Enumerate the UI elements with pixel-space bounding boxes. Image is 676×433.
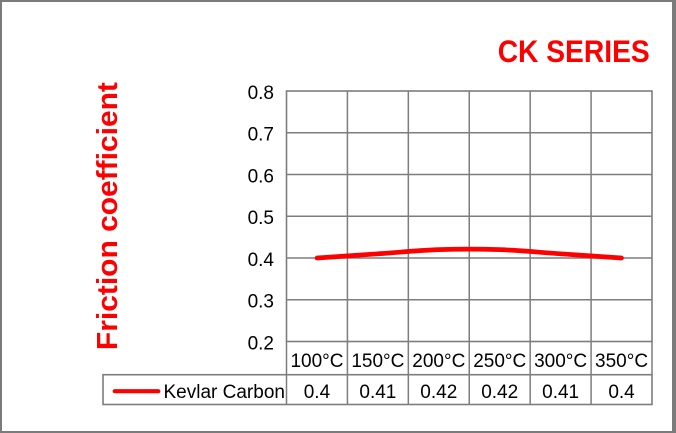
svg-text:0.41: 0.41 <box>542 382 579 403</box>
svg-text:300°C: 300°C <box>534 351 587 372</box>
svg-text:0.42: 0.42 <box>420 382 457 403</box>
svg-text:0.5: 0.5 <box>248 208 274 229</box>
svg-text:0.4: 0.4 <box>248 250 275 271</box>
svg-text:0.6: 0.6 <box>248 166 274 187</box>
svg-text:0.3: 0.3 <box>248 292 274 313</box>
svg-text:200°C: 200°C <box>412 351 465 372</box>
svg-text:250°C: 250°C <box>473 351 526 372</box>
svg-text:0.42: 0.42 <box>481 382 518 403</box>
svg-text:Kevlar Carbon: Kevlar Carbon <box>164 382 285 403</box>
svg-text:0.8: 0.8 <box>248 83 274 104</box>
svg-text:Friction coefficient: Friction coefficient <box>92 82 124 350</box>
svg-text:0.2: 0.2 <box>248 333 274 354</box>
svg-text:100°C: 100°C <box>290 351 343 372</box>
svg-text:0.7: 0.7 <box>248 125 274 146</box>
svg-text:150°C: 150°C <box>351 351 404 372</box>
svg-text:CK SERIES: CK SERIES <box>498 33 650 69</box>
svg-text:0.4: 0.4 <box>304 382 331 403</box>
svg-text:0.4: 0.4 <box>608 382 635 403</box>
svg-text:350°C: 350°C <box>595 351 648 372</box>
svg-text:0.41: 0.41 <box>359 382 396 403</box>
